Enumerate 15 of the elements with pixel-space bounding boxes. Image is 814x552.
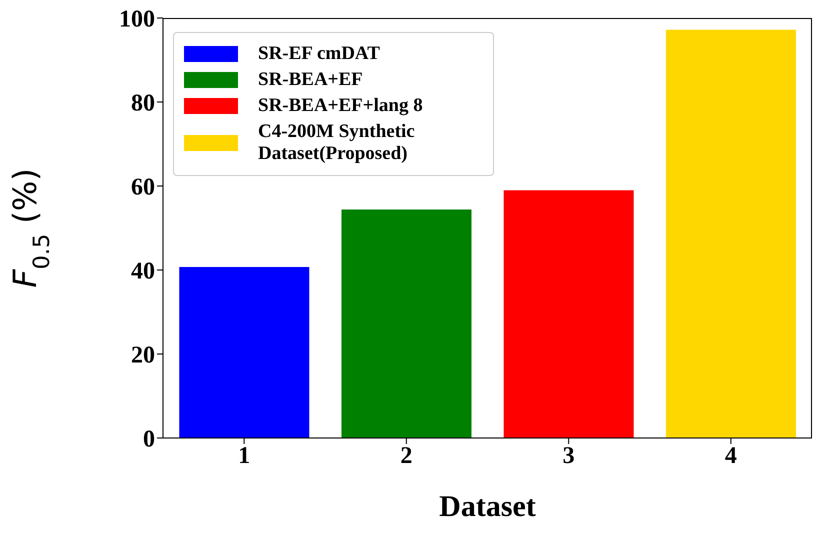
legend-label: SR-BEA+EF+lang 8 [258,95,423,117]
y-tick-label: 100 [119,6,155,33]
x-tick-label: 1 [238,443,250,470]
legend-label: C4-200M Synthetic Dataset(Proposed) [258,121,416,165]
x-tick-label: 2 [400,443,412,470]
y-tick-label: 40 [131,258,155,285]
y-tick-label: 20 [131,342,155,369]
x-axis-title: Dataset [439,490,536,523]
x-tick-label: 4 [724,443,737,470]
y-tick-label: 0 [143,426,155,453]
legend-label: SR-EF cmDAT [258,43,380,65]
legend-label: SR-BEA+EF [258,69,363,91]
x-tick-label: 3 [562,443,575,470]
y-tick-label: 80 [131,90,155,117]
y-tick-label: 60 [131,174,155,201]
